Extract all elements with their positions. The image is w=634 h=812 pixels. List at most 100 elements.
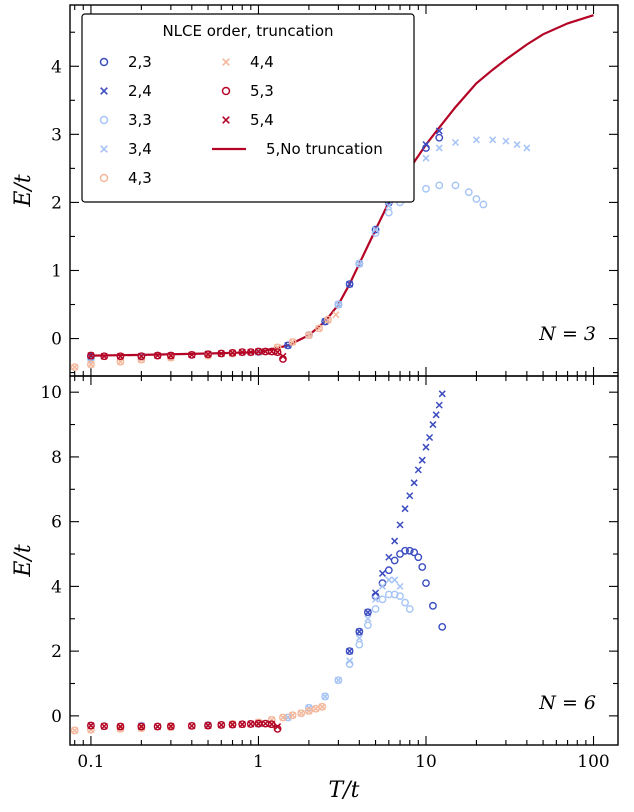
panel-annotation: N = 3: [538, 323, 596, 345]
data-point: [363, 608, 372, 617]
data-point: [384, 566, 393, 575]
data-point: [418, 456, 426, 464]
data-point: [87, 352, 95, 360]
data-point: [247, 720, 255, 728]
data-point: [116, 723, 124, 731]
legend-label: 3,3: [128, 111, 152, 129]
data-point: [410, 479, 418, 487]
data-point: [378, 569, 387, 577]
legend-entry: 3,3: [99, 111, 152, 129]
data-point: [363, 621, 372, 630]
data-point: [426, 433, 434, 442]
data-point: [401, 598, 409, 607]
data-point: [289, 338, 297, 346]
data-point: [116, 725, 124, 733]
data-point: [502, 137, 510, 145]
data-point: [204, 352, 212, 360]
data-point: [410, 548, 419, 557]
data-point: [87, 360, 95, 369]
legend-entry: 5,4: [222, 111, 274, 129]
data-point: [435, 181, 444, 190]
data-point: [100, 352, 108, 360]
data-point: [204, 722, 212, 730]
data-point: [247, 348, 255, 356]
data-point: [267, 715, 276, 724]
legend-label: 2,3: [128, 53, 152, 71]
data-point: [385, 576, 393, 584]
data-point: [371, 225, 380, 234]
data-point: [238, 348, 247, 357]
data-point: [71, 726, 79, 734]
data-point: [464, 188, 473, 197]
data-point: [312, 705, 320, 713]
legend-label: 4,4: [250, 53, 274, 71]
data-point: [166, 722, 175, 731]
data-point: [167, 722, 175, 730]
legend-marker: [100, 87, 108, 95]
data-point: [396, 592, 404, 601]
data-point: [238, 348, 246, 356]
data-point: [523, 144, 531, 152]
data-point: [279, 713, 287, 722]
data-point: [87, 360, 95, 368]
data-point: [187, 350, 196, 359]
data-point: [432, 411, 440, 419]
data-point: [246, 348, 255, 357]
data-point: [391, 576, 399, 584]
data-point: [355, 627, 364, 636]
x-tick-label: 0.1: [77, 752, 104, 772]
data-point: [116, 357, 125, 366]
data-point: [100, 352, 109, 361]
series-3-3: [87, 181, 488, 363]
data-point: [254, 720, 262, 728]
data-point: [228, 349, 237, 357]
data-point: [334, 300, 343, 309]
data-point: [87, 722, 95, 730]
legend: NLCE order, truncation 2,3 2,4 3,3 3,4 4,3 4,4…: [81, 13, 415, 203]
data-point: [364, 608, 372, 616]
data-point: [274, 348, 282, 356]
legend-label: 3,4: [128, 140, 152, 158]
data-point: [355, 259, 364, 268]
data-point: [479, 200, 488, 209]
data-point: [288, 338, 297, 346]
y-axis-label: E/t: [11, 174, 36, 207]
data-point: [346, 280, 354, 288]
data-point: [332, 311, 340, 319]
data-point: [238, 720, 246, 728]
data-point: [261, 347, 269, 356]
data-point: [418, 563, 427, 571]
data-point: [451, 138, 460, 147]
legend-marker: [221, 86, 231, 96]
data-point: [273, 348, 282, 357]
legend-entry: 2,4: [100, 82, 152, 100]
data-point: [297, 709, 306, 718]
data-point: [116, 352, 125, 361]
data-point: [217, 349, 226, 358]
legend-marker: [99, 173, 109, 183]
data-point: [378, 582, 387, 590]
legend-entry: 5,No truncation: [212, 140, 383, 158]
data-point: [321, 692, 329, 700]
data-point: [435, 144, 443, 152]
data-point: [167, 354, 175, 362]
data-point: [204, 721, 212, 730]
data-point: [429, 421, 437, 429]
data-point: [217, 350, 225, 358]
data-point: [154, 352, 162, 360]
data-point: [238, 720, 247, 729]
series-5-4: [87, 720, 282, 731]
data-point: [304, 707, 313, 715]
data-point: [279, 352, 287, 360]
data-point: [70, 363, 79, 372]
data-point: [70, 726, 79, 735]
data-point: [355, 634, 363, 642]
data-point: [87, 721, 95, 730]
legend-marker: [100, 145, 108, 153]
data-point: [435, 401, 443, 409]
x-tick-label: 100: [577, 752, 609, 772]
data-point: [396, 582, 404, 590]
data-point: [268, 720, 276, 728]
data-point: [372, 589, 380, 597]
data-point: [153, 722, 162, 731]
